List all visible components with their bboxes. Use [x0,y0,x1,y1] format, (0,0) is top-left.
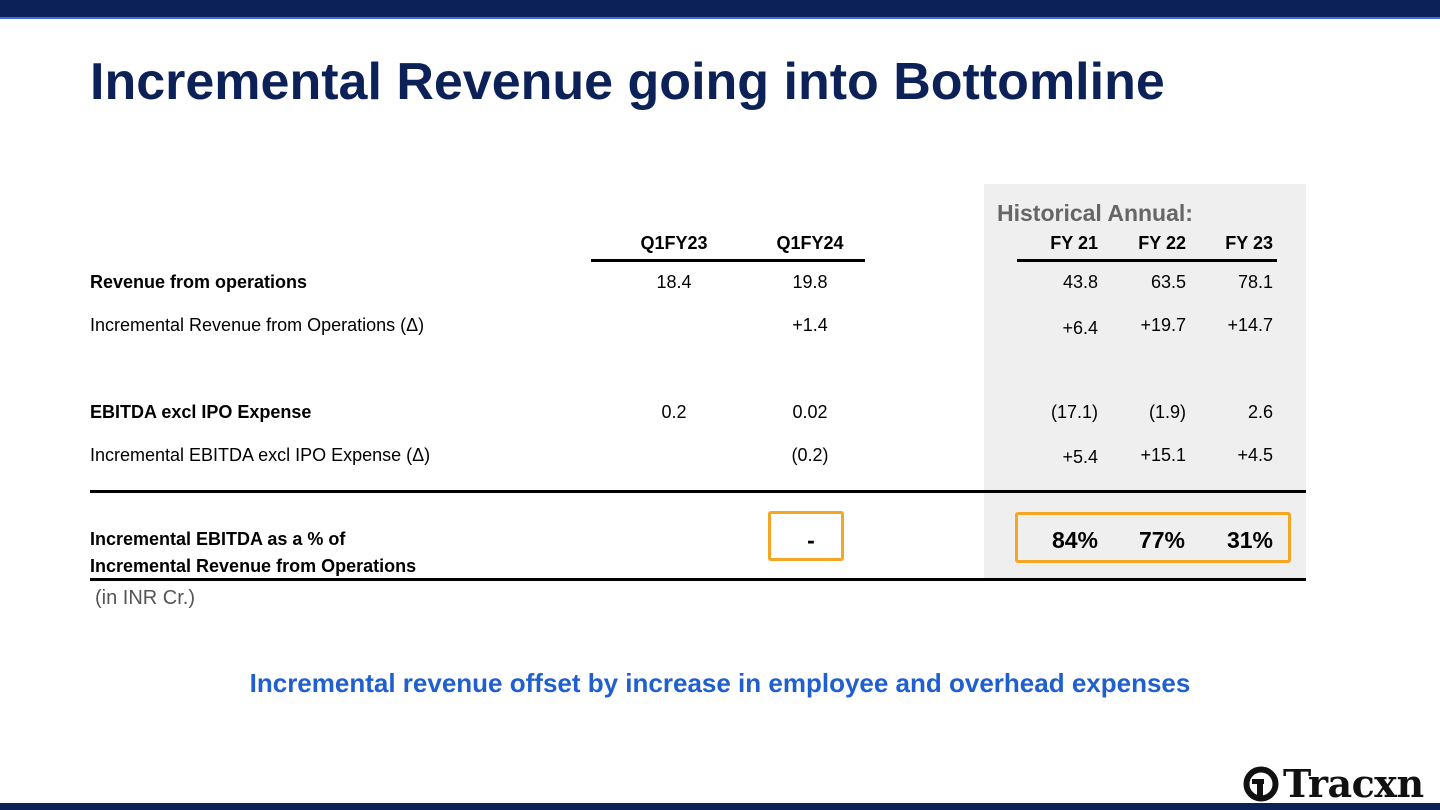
top-banner-bar [0,0,1440,17]
annual-highlight-box [1015,512,1291,563]
row-label-revenue: Revenue from operations [90,272,308,292]
row-label-ebitda: EBITDA excl IPO Expense [90,402,312,422]
cell-pct-q1fy24: - [807,527,815,553]
col-header-fy22: FY 22 [1138,233,1186,253]
pct-row-label-line1: Incremental EBITDA as a % of [90,529,346,549]
cell-incremental-revenue-q1fy24: +1.4 [792,315,828,335]
cell-ebitda-fy23: 2.6 [1247,402,1273,422]
cell-incremental-ebitda-fy23: +4.5 [1237,445,1273,465]
cell-revenue-fy23: 78.1 [1237,272,1273,292]
cell-revenue-fy21: 43.8 [1062,272,1098,292]
pct-row-label-line2: Incremental Revenue from Operations [90,556,417,576]
cell-ebitda-q1fy24: 0.02 [792,402,828,422]
cell-incremental-ebitda-fy21: +5.4 [1062,447,1098,467]
top-banner-accent-line [0,17,1440,19]
cell-incremental-revenue-fy21: +6.4 [1062,318,1098,338]
historical-annual-heading: Historical Annual: [997,200,1193,226]
row-label-incremental-revenue: Incremental Revenue from Operations (Δ) [90,315,425,335]
cell-pct-fy22: 77% [1138,527,1185,553]
cell-incremental-revenue-fy22: +19.7 [1140,315,1186,335]
section-divider [90,490,1306,493]
cell-incremental-revenue-fy23: +14.7 [1227,315,1273,335]
pct-row-label: Incremental EBITDA as a % of Incremental… [90,526,416,580]
bottom-banner-bar [0,803,1440,810]
cell-revenue-fy22: 63.5 [1150,272,1186,292]
q1fy24-highlight-box [768,511,844,561]
quarterly-header-underline [591,259,865,262]
col-header-fy23: FY 23 [1225,233,1273,253]
cell-pct-fy21: 84% [1051,527,1098,553]
tracxn-logo: Tracxn [1243,764,1424,804]
table-bottom-rule [90,578,1306,581]
col-header-q1fy24: Q1FY24 [776,233,844,253]
unit-note: (in INR Cr.) [95,587,195,609]
slide-title: Incremental Revenue going into Bottomlin… [90,53,1165,111]
tracxn-logo-icon [1243,766,1279,802]
cell-revenue-q1fy24: 19.8 [792,272,828,292]
col-header-q1fy23: Q1FY23 [640,233,708,253]
row-label-incremental-ebitda: Incremental EBITDA excl IPO Expense (Δ) [90,445,431,465]
cell-ebitda-fy22: (1.9) [1148,402,1186,422]
cell-incremental-ebitda-q1fy24: (0.2) [791,445,829,465]
tracxn-logo-text: Tracxn [1283,761,1424,806]
cell-ebitda-fy21: (17.1) [1050,402,1098,422]
cell-revenue-q1fy23: 18.4 [656,272,692,292]
cell-ebitda-q1fy23: 0.2 [661,402,687,422]
annual-header-underline [1017,259,1277,262]
cell-pct-fy23: 31% [1226,527,1273,553]
key-takeaway: Incremental revenue offset by increase i… [249,668,1191,698]
cell-incremental-ebitda-fy22: +15.1 [1140,445,1186,465]
col-header-fy21: FY 21 [1050,233,1098,253]
